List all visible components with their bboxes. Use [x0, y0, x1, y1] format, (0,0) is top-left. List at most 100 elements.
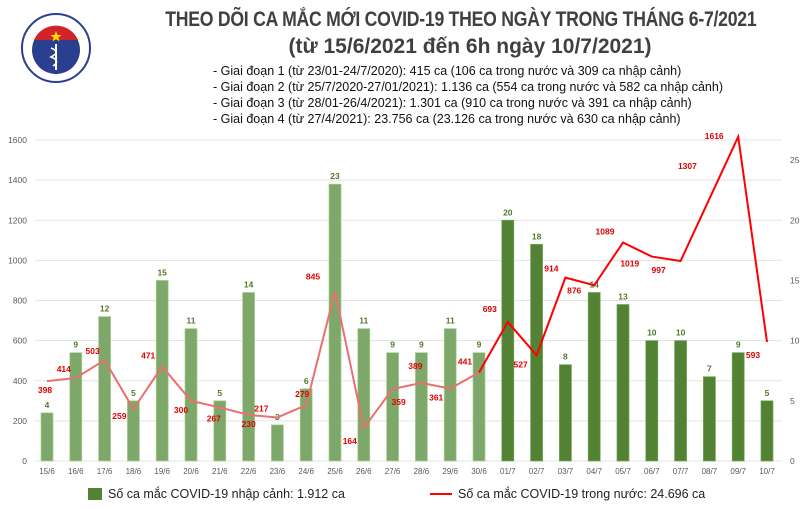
- x-axis-tick-label: 04/7: [586, 467, 602, 476]
- x-axis-tick-label: 23/6: [270, 467, 286, 476]
- bar: [703, 376, 716, 462]
- bar-value-label: 6: [304, 376, 309, 386]
- legend-line-swatch: [430, 493, 452, 495]
- bar-value-label: 4: [45, 400, 50, 410]
- bar-value-label: 9: [390, 340, 395, 350]
- bar-value-label: 9: [419, 340, 424, 350]
- bar-value-label: 5: [131, 388, 136, 398]
- line-value-label: 1307: [678, 161, 697, 171]
- phase-note: - Giai đoạn 4 (từ 27/4/2021): 23.756 ca …: [213, 112, 681, 126]
- bar: [559, 364, 572, 462]
- line-value-label: 267: [207, 413, 221, 423]
- x-axis-tick-label: 06/7: [644, 467, 660, 476]
- bar: [386, 352, 399, 462]
- bar-value-label: 11: [187, 316, 196, 326]
- x-axis-tick-label: 18/6: [126, 467, 142, 476]
- x-axis-tick-label: 19/6: [154, 467, 170, 476]
- legend-item-domestic: Số ca mắc COVID-19 trong nước: 24.696 ca: [430, 487, 705, 501]
- line-value-label: 300: [174, 405, 188, 415]
- line-value-label: 230: [242, 419, 256, 429]
- x-axis-tick-label: 22/6: [241, 467, 257, 476]
- ministry-of-health-logo: [20, 12, 92, 84]
- right-axis-tick-label: 25: [790, 155, 800, 165]
- right-axis-tick-label: 0: [790, 456, 795, 466]
- bar: [69, 352, 83, 462]
- bar: [299, 388, 313, 462]
- left-axis-tick-label: 1400: [8, 175, 27, 185]
- bar-value-label: 14: [244, 279, 254, 289]
- bar-value-label: 12: [100, 304, 110, 314]
- bar-value-label: 9: [736, 340, 741, 350]
- bar: [760, 400, 774, 462]
- x-axis-tick-label: 01/7: [500, 467, 516, 476]
- line-value-label: 997: [652, 265, 666, 275]
- bar: [155, 280, 169, 462]
- line-value-label: 164: [343, 436, 357, 446]
- line-value-label: 259: [112, 411, 126, 421]
- bar-value-label: 5: [765, 388, 770, 398]
- bar-value-label: 7: [707, 364, 712, 374]
- bar-value-label: 23: [330, 171, 340, 181]
- bar: [40, 412, 54, 462]
- bar: [674, 340, 687, 462]
- bar: [731, 352, 745, 462]
- x-axis-tick-label: 02/7: [529, 467, 545, 476]
- x-axis-tick-label: 25/6: [327, 467, 343, 476]
- legend-item-imported: Số ca mắc COVID-19 nhập cảnh: 1.912 ca: [88, 487, 345, 501]
- x-axis-tick-label: 20/6: [183, 467, 199, 476]
- bar-value-label: 11: [446, 316, 455, 326]
- x-axis-tick-label: 05/7: [615, 467, 631, 476]
- line-value-label: 398: [38, 385, 52, 395]
- legend-label: Số ca mắc COVID-19 nhập cảnh: 1.912 ca: [108, 487, 345, 501]
- line-value-label: 914: [544, 264, 558, 274]
- right-axis-tick-label: 20: [790, 215, 800, 225]
- bar: [242, 292, 255, 462]
- left-axis-tick-label: 1000: [8, 255, 27, 265]
- x-axis-tick-label: 10/7: [759, 467, 775, 476]
- bar-value-label: 11: [359, 316, 368, 326]
- left-axis-tick-label: 1600: [8, 135, 27, 145]
- line-value-label: 1089: [596, 227, 615, 237]
- left-axis-tick-label: 400: [13, 376, 27, 386]
- line-series-early: [46, 291, 480, 431]
- phase-notes: - Giai đoạn 1 (từ 23/01-24/7/2020): 415 …: [213, 63, 723, 127]
- left-axis-tick-label: 0: [22, 456, 27, 466]
- line-value-label: 876: [567, 285, 581, 295]
- bar: [328, 183, 342, 462]
- bar-value-label: 10: [647, 328, 657, 338]
- x-axis-tick-label: 17/6: [97, 467, 113, 476]
- phase-note: - Giai đoạn 3 (từ 28/01-26/4/2021): 1.30…: [213, 96, 692, 110]
- x-axis-tick-label: 30/6: [471, 467, 487, 476]
- x-axis-tick-label: 03/7: [558, 467, 574, 476]
- phase-note: - Giai đoạn 2 (từ 25/7/2020-27/01/2021):…: [213, 80, 723, 94]
- bar-value-label: 9: [477, 340, 482, 350]
- bar: [501, 219, 515, 462]
- x-axis-tick-label: 16/6: [68, 467, 84, 476]
- x-axis-tick-label: 15/6: [39, 467, 55, 476]
- line-value-label: 359: [392, 397, 406, 407]
- legend-bar-swatch: [88, 488, 102, 500]
- line-value-label: 1616: [705, 131, 724, 141]
- bar-value-label: 9: [73, 340, 78, 350]
- bar: [645, 340, 659, 462]
- right-axis-tick-label: 5: [790, 396, 795, 406]
- left-axis-tick-label: 600: [13, 336, 27, 346]
- line-value-label: 471: [141, 351, 155, 361]
- bar-value-label: 18: [532, 231, 542, 241]
- left-axis-tick-label: 800: [13, 296, 27, 306]
- line-series: [478, 133, 768, 374]
- bar: [415, 352, 428, 462]
- x-axis-tick-label: 27/6: [385, 467, 401, 476]
- bar-value-label: 10: [676, 328, 686, 338]
- phase-note: - Giai đoạn 1 (từ 23/01-24/7/2020): 415 …: [213, 64, 682, 78]
- line-value-label: 527: [514, 359, 528, 369]
- bar: [98, 316, 111, 462]
- bar: [127, 400, 140, 462]
- bar-value-label: 5: [217, 388, 222, 398]
- line-value-label: 593: [746, 350, 760, 360]
- x-axis-tick-label: 08/7: [702, 467, 718, 476]
- left-axis-tick-label: 200: [13, 416, 27, 426]
- bar: [357, 328, 371, 462]
- bar-value-label: 15: [157, 267, 167, 277]
